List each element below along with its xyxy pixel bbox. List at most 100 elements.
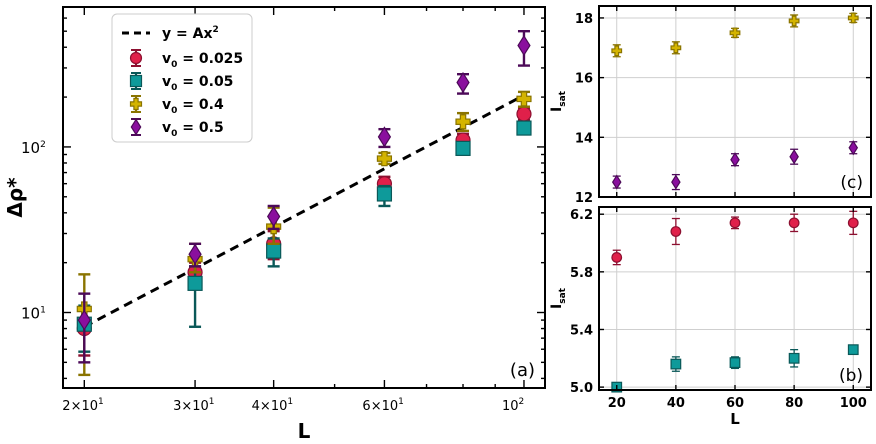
x-tick-label-a: 3×101 xyxy=(173,397,214,414)
y-tick-label-exp-a: 2 xyxy=(40,140,46,150)
legend-label: v0 = 0.4 xyxy=(162,97,224,116)
x-tick-label-b: 100 xyxy=(840,396,867,411)
data-point-c xyxy=(671,174,681,190)
y-tick-label-a: 101 xyxy=(21,305,46,323)
legend-label-sub: 0 xyxy=(171,83,177,93)
x-tick-label-b: 80 xyxy=(785,396,803,411)
x-tick-label-b: 60 xyxy=(726,396,744,411)
x-tick-label-b: 40 xyxy=(667,396,685,411)
data-point-b xyxy=(670,358,682,370)
y-tick-label-c: 14 xyxy=(575,131,593,146)
x-tick-label-a: 4×101 xyxy=(252,397,293,414)
data-point-a xyxy=(455,140,471,156)
y-tick-label-b: 5.4 xyxy=(570,323,593,338)
y-tick-label-exp-a: 1 xyxy=(40,306,46,316)
data-point-a xyxy=(516,91,532,107)
legend-label-sub: 0 xyxy=(171,60,177,70)
legend-label-value: = 0.025 xyxy=(177,51,243,67)
data-point-a xyxy=(187,275,203,291)
data-point-a xyxy=(516,120,532,136)
data-point-a xyxy=(456,71,470,94)
data-point-a xyxy=(455,114,471,130)
x-tick-label-a: 102 xyxy=(502,397,524,414)
legend-label: v0 = 0.5 xyxy=(162,120,224,139)
legend-label-value: = 0.5 xyxy=(177,120,223,136)
data-point-a xyxy=(516,106,532,122)
data-point-c xyxy=(611,174,622,190)
data-point-b xyxy=(729,217,741,229)
data-point-a xyxy=(376,186,393,202)
y-axis-label-sub-c: sat xyxy=(558,90,568,106)
panel-label-b: (b) xyxy=(839,366,863,386)
legend-fit-exp: 2 xyxy=(212,25,218,35)
data-point-a xyxy=(266,205,281,228)
data-point-b xyxy=(847,217,859,229)
series-c-1 xyxy=(611,140,859,191)
data-point-c xyxy=(729,27,741,39)
series-a-1 xyxy=(76,120,532,353)
data-point-c xyxy=(789,149,799,165)
x-axis-label-a: L xyxy=(298,419,311,440)
data-point-b xyxy=(670,226,682,237)
legend-marker xyxy=(130,118,142,136)
x-tick-label-b: 20 xyxy=(608,396,626,411)
x-axis-label-b: L xyxy=(730,410,740,428)
data-point-b xyxy=(788,352,800,364)
y-tick-label-a: 102 xyxy=(21,139,46,157)
x-tick-label-exp-a: 1 xyxy=(209,397,215,407)
y-tick-label-b: 5.0 xyxy=(570,381,593,396)
fit-line-a xyxy=(83,93,525,329)
data-point-c xyxy=(788,15,800,27)
series-b-0 xyxy=(611,210,859,266)
legend-a: v0 = 0.025 v0 = 0.05 v0 = 0.4 v0 = 0.5 xyxy=(111,13,253,143)
y-tick-label-b: 6.2 xyxy=(570,208,593,223)
legend-label-value: = 0.4 xyxy=(177,97,224,113)
data-point-a xyxy=(188,243,202,265)
y-axis-label-b: Isat xyxy=(549,287,568,309)
axes-frame-a xyxy=(62,6,546,389)
data-point-c xyxy=(670,42,682,54)
data-point-c xyxy=(847,12,859,24)
series-a-3 xyxy=(77,29,531,364)
legend-marker xyxy=(129,51,143,65)
x-tick-label-a: 6×101 xyxy=(362,397,403,414)
data-point-b xyxy=(847,344,859,356)
data-point-b xyxy=(611,252,623,263)
legend-fit-label: y = Ax2 xyxy=(162,25,219,42)
legend-label-sub: 0 xyxy=(171,129,177,139)
x-tick-label-exp-a: 1 xyxy=(398,397,404,407)
data-point-a xyxy=(517,34,531,57)
data-point-a xyxy=(266,243,282,259)
y-tick-label-c: 12 xyxy=(575,191,593,206)
legend-label-value: = 0.05 xyxy=(177,74,233,90)
y-axis-label-c: Isat xyxy=(549,90,568,112)
y-tick-label-b: 5.8 xyxy=(570,266,593,281)
data-point-a xyxy=(376,151,393,167)
data-point-b xyxy=(729,357,741,369)
y-tick-label-c: 16 xyxy=(575,72,593,87)
x-tick-label-exp-a: 1 xyxy=(98,397,104,407)
legend-label-sub: 0 xyxy=(171,106,177,116)
panel-label-a: (a) xyxy=(510,360,535,381)
data-point-c xyxy=(730,152,740,168)
data-point-b xyxy=(788,217,800,229)
y-axis-label-sub-b: sat xyxy=(558,287,568,303)
x-tick-label-exp-a: 2 xyxy=(519,397,525,407)
data-point-a xyxy=(77,309,91,331)
legend-marker xyxy=(129,74,143,88)
data-point-c xyxy=(848,140,859,156)
y-axis-label-a: Δρ* xyxy=(3,177,27,218)
data-point-c xyxy=(611,45,623,57)
series-b-1 xyxy=(611,344,859,393)
legend-marker xyxy=(129,97,143,111)
x-tick-label-exp-a: 1 xyxy=(287,397,293,407)
legend-label: v0 = 0.05 xyxy=(162,74,233,93)
y-tick-label-c: 18 xyxy=(575,12,593,27)
data-point-a xyxy=(377,126,392,148)
panel-label-c: (c) xyxy=(840,173,863,193)
legend-label: v0 = 0.025 xyxy=(162,51,243,70)
x-tick-label-a: 2×101 xyxy=(62,397,103,414)
legend-box xyxy=(111,13,253,143)
